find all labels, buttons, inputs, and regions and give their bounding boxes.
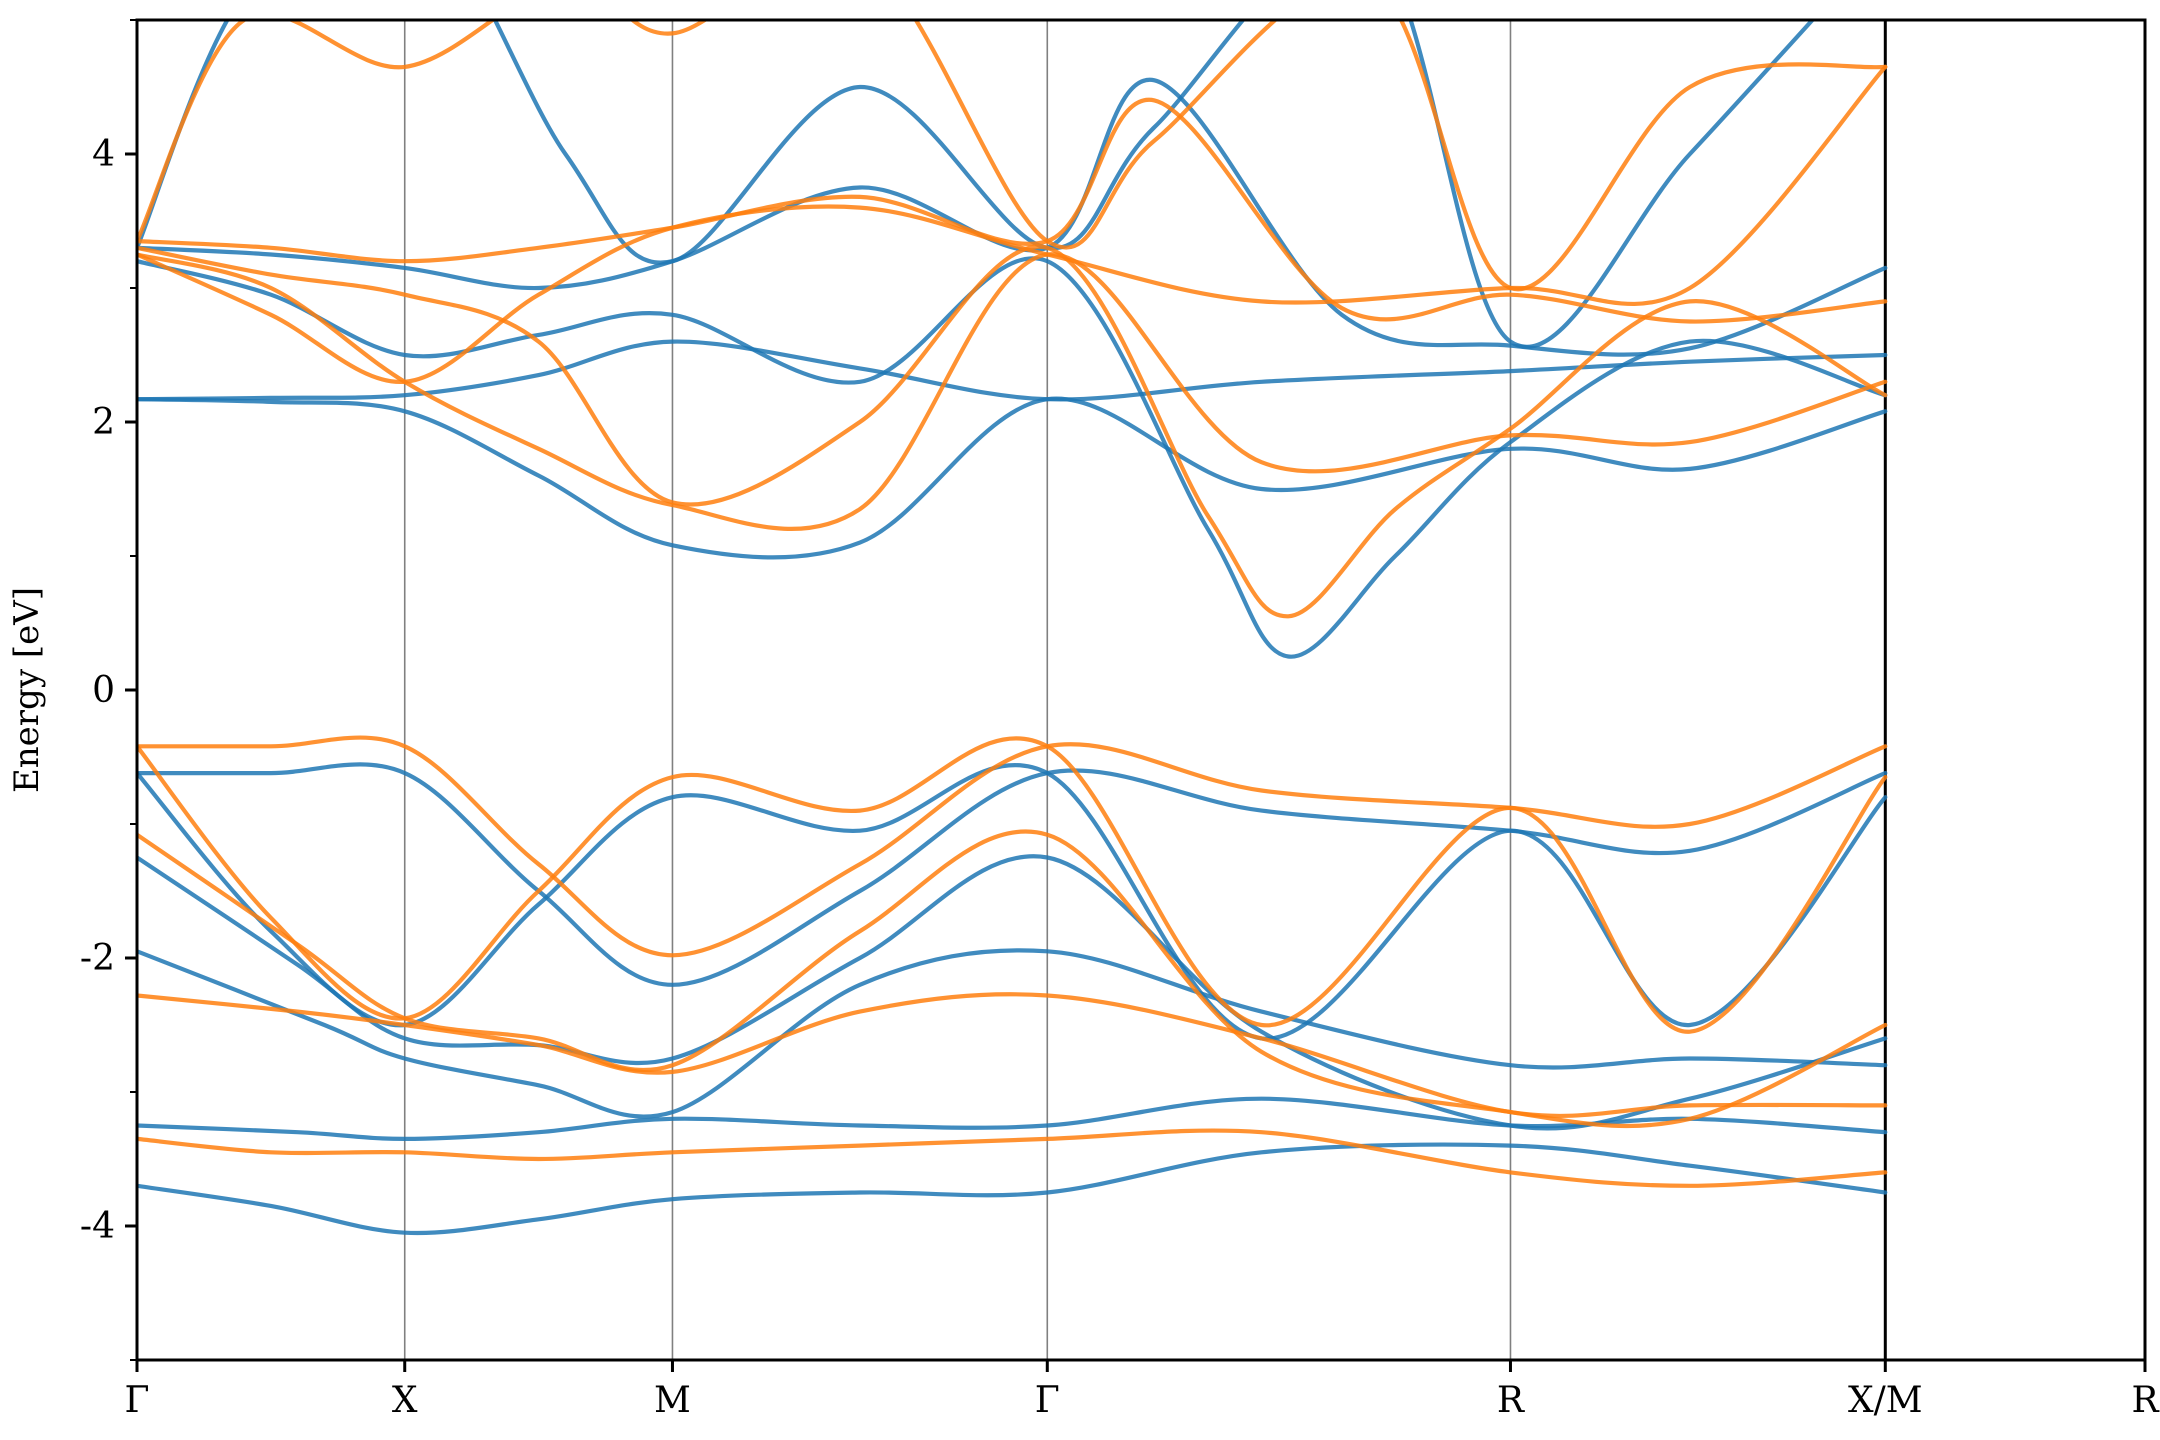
series-1-band-7 xyxy=(137,339,1888,402)
y-tick-label: 2 xyxy=(92,402,115,443)
series-1-band-9 xyxy=(137,256,1888,659)
series-2-band-2 xyxy=(137,992,1888,1118)
series-2-band-9 xyxy=(137,97,1888,324)
y-axis-label: Energy [eV] xyxy=(7,587,47,793)
high-symmetry-lines xyxy=(403,20,1887,1360)
series-1-band-1 xyxy=(137,1142,1888,1236)
series-2-band-3 xyxy=(137,829,1888,1129)
series-1-band-4 xyxy=(137,854,1888,1131)
y-tick-label: -4 xyxy=(80,1206,115,1247)
series-2-band-10 xyxy=(137,20,1888,292)
series-1-band-11 xyxy=(137,20,1816,349)
y-axis: -4 -2 0 2 4 xyxy=(80,19,137,1361)
y-tick-label: 0 xyxy=(92,670,115,711)
bands xyxy=(137,20,1888,1236)
series-2-band-8 xyxy=(137,244,1888,619)
series-1-band-6 xyxy=(137,763,1888,1041)
series-2-band-5 xyxy=(137,736,1888,1034)
series-1-band-8 xyxy=(137,396,1888,560)
series-2-band-4 xyxy=(137,735,1888,958)
k-point-label: Γ xyxy=(1035,1380,1060,1421)
k-point-label: Γ xyxy=(125,1380,150,1421)
y-tick-label: 4 xyxy=(92,134,115,175)
series-1-band-3 xyxy=(137,948,1888,1119)
plot-frame xyxy=(135,18,2147,1362)
k-point-label: X/M xyxy=(1848,1380,1923,1421)
k-point-label: R xyxy=(2131,1380,2159,1421)
series-2-band-6 xyxy=(137,64,1888,384)
series-1-band-5 xyxy=(137,762,1888,987)
k-point-label: X xyxy=(392,1380,418,1421)
x-axis: Γ X M Γ R X/M R xyxy=(125,1360,2159,1421)
k-point-label: M xyxy=(654,1380,691,1421)
series-2-band-1 xyxy=(137,1128,1888,1188)
y-tick-label: -2 xyxy=(80,938,115,979)
series-2-band-7 xyxy=(137,252,1888,531)
k-point-label: R xyxy=(1497,1380,1525,1421)
